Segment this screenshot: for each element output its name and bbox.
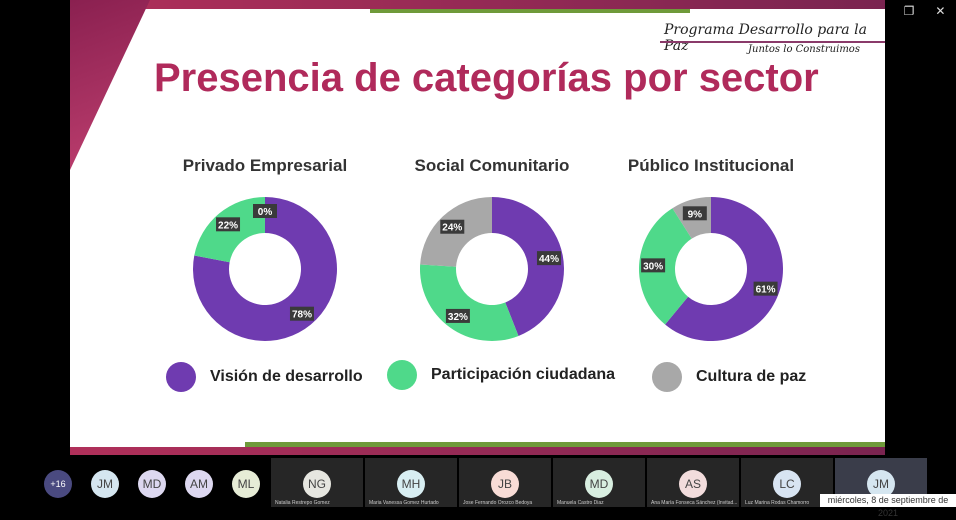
legend-label: Cultura de paz: [696, 368, 807, 385]
close-button[interactable]: ✕: [935, 4, 946, 18]
participant-tile[interactable]: NG Natalia Restrepo Gomez: [271, 458, 363, 507]
chart-title-social: Social Comunitario: [414, 156, 570, 175]
participant-name: Natalia Restrepo Gomez: [275, 500, 330, 506]
data-label: 22%: [216, 217, 241, 232]
participant-avatar[interactable]: ML: [232, 470, 260, 498]
participant-avatar: MD: [585, 470, 613, 498]
legend-swatch: [387, 360, 417, 390]
data-label: 0%: [253, 204, 277, 218]
participant-tile[interactable]: LC Luz Marina Rodas Chamorro: [741, 458, 833, 507]
svg-text:0%: 0%: [258, 207, 273, 218]
donut-charts: 78% 22% 0% 44% 32% 24% 61% 30% 9%: [193, 197, 784, 342]
legend-item-cultura: Cultura de paz: [652, 362, 806, 392]
more-participants-button[interactable]: +16: [44, 470, 72, 498]
donut-slice: [639, 208, 692, 325]
slide-title: Presencia de categorías por sector: [154, 56, 819, 100]
legend-item-participacion: Participación ciudadana: [387, 360, 615, 390]
participant-avatar: LC: [773, 470, 801, 498]
svg-text:44%: 44%: [539, 254, 559, 265]
chart-title-privado: Privado Empresarial: [182, 156, 348, 175]
participant-tile[interactable]: JB Jose Fernando Orozco Bedoya: [459, 458, 551, 507]
chart-title-publico: Público Institucional: [627, 156, 795, 175]
participant-tile[interactable]: MD Manuela Castro Diaz: [553, 458, 645, 507]
participant-avatar: AS: [679, 470, 707, 498]
svg-text:9%: 9%: [688, 209, 703, 220]
svg-text:32%: 32%: [448, 312, 468, 323]
brand-tagline: Juntos lo Construimos: [748, 44, 860, 55]
top-band: [70, 0, 885, 9]
legend-swatch: [652, 362, 682, 392]
participant-tile[interactable]: AS Ana María Fonseca Sánchez (Invitad...: [647, 458, 739, 507]
participant-avatar: MH: [397, 470, 425, 498]
participant-name: Jose Fernando Orozco Bedoya: [463, 500, 533, 506]
svg-text:24%: 24%: [442, 223, 462, 234]
participant-avatar: NG: [303, 470, 331, 498]
participant-avatar[interactable]: JM: [91, 470, 119, 498]
svg-text:22%: 22%: [218, 220, 238, 231]
participant-tile[interactable]: MH Maria Vanessa Gomez Hurtado: [365, 458, 457, 507]
donut-slice: [420, 264, 519, 341]
participant-name: Ana María Fonseca Sánchez (Invitad...: [651, 500, 738, 506]
data-label: 9%: [682, 206, 707, 221]
data-label: 44%: [536, 251, 561, 266]
data-label: 78%: [289, 306, 314, 321]
data-label: 24%: [440, 219, 465, 234]
legend-label: Visión de desarrollo: [210, 368, 363, 385]
participant-avatar: JM: [867, 470, 895, 498]
data-label: 61%: [753, 281, 778, 296]
svg-text:61%: 61%: [756, 285, 776, 296]
participant-name: Luz Marina Rodas Chamorro: [745, 500, 810, 506]
data-label: 32%: [445, 308, 470, 323]
legend-label: Participación ciudadana: [431, 366, 616, 383]
donut-slice: [492, 197, 565, 336]
bottom-green-stripe: [245, 442, 885, 447]
donut-slice: [193, 197, 337, 341]
data-label: 30%: [641, 258, 666, 273]
shared-slide: Programa Desarrollo para la Paz Juntos l…: [70, 0, 885, 455]
restore-button[interactable]: ❐: [903, 4, 915, 18]
participants-strip: +16 JM MD AM ML NG Natalia Restrepo Gomez MH Ma…: [0, 458, 956, 507]
date-tooltip: miércoles, 8 de septiembre de 2021: [820, 494, 956, 518]
bottom-band: [70, 447, 885, 455]
legend-item-vision: Visión de desarrollo: [166, 362, 363, 392]
participant-name: Manuela Castro Diaz: [557, 500, 604, 506]
participant-avatar: JB: [491, 470, 519, 498]
legend-swatch: [166, 362, 196, 392]
brand-underline: [660, 41, 885, 43]
svg-text:78%: 78%: [292, 310, 312, 321]
svg-text:30%: 30%: [643, 261, 663, 272]
green-stripe: [370, 9, 690, 13]
participant-avatar[interactable]: MD: [138, 470, 166, 498]
participant-avatar[interactable]: AM: [185, 470, 213, 498]
participant-name: Maria Vanessa Gomez Hurtado: [369, 500, 439, 506]
donut-slice: [665, 197, 784, 342]
